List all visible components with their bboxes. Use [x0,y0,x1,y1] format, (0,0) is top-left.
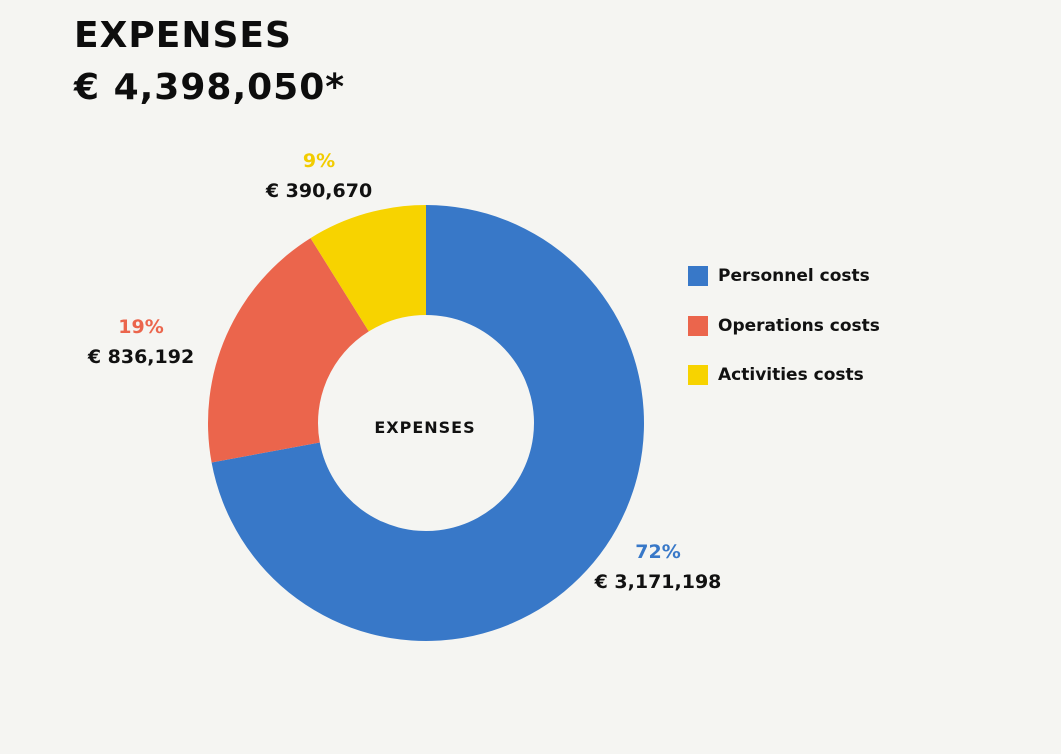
slice-amount-label: € 3,171,198 [594,571,722,593]
slice-amount-label: € 836,192 [87,346,194,368]
slice-labels: 72% € 3,171,198 19% € 836,192 9% € 390,670 [87,150,722,593]
legend-item-personnel: Personnel costs [688,264,880,288]
header: EXPENSES € 4,398,050* [74,10,345,114]
legend-label: Operations costs [718,315,880,336]
total-amount: € 4,398,050* [74,67,346,108]
slice-amount-label: € 390,670 [265,180,372,202]
legend-item-operations: Operations costs [688,314,880,338]
legend-label: Personnel costs [718,266,870,286]
slice-personnel [211,205,645,641]
legend: Personnel costs Operations costs Activit… [688,264,880,413]
slice-percent-label: 19% [118,316,163,338]
legend-item-activities: Activities costs [688,363,880,387]
legend-label: Activities costs [718,365,864,385]
slice-activities [310,205,426,332]
legend-swatch [688,315,708,336]
donut-slices [208,205,645,641]
slice-operations [208,238,369,463]
page-title: EXPENSES [74,15,292,56]
slice-percent-label: 9% [303,150,335,172]
legend-swatch [688,365,708,385]
center-label: EXPENSES [374,418,475,437]
legend-swatch [688,266,708,286]
slice-percent-label: 72% [635,541,680,563]
